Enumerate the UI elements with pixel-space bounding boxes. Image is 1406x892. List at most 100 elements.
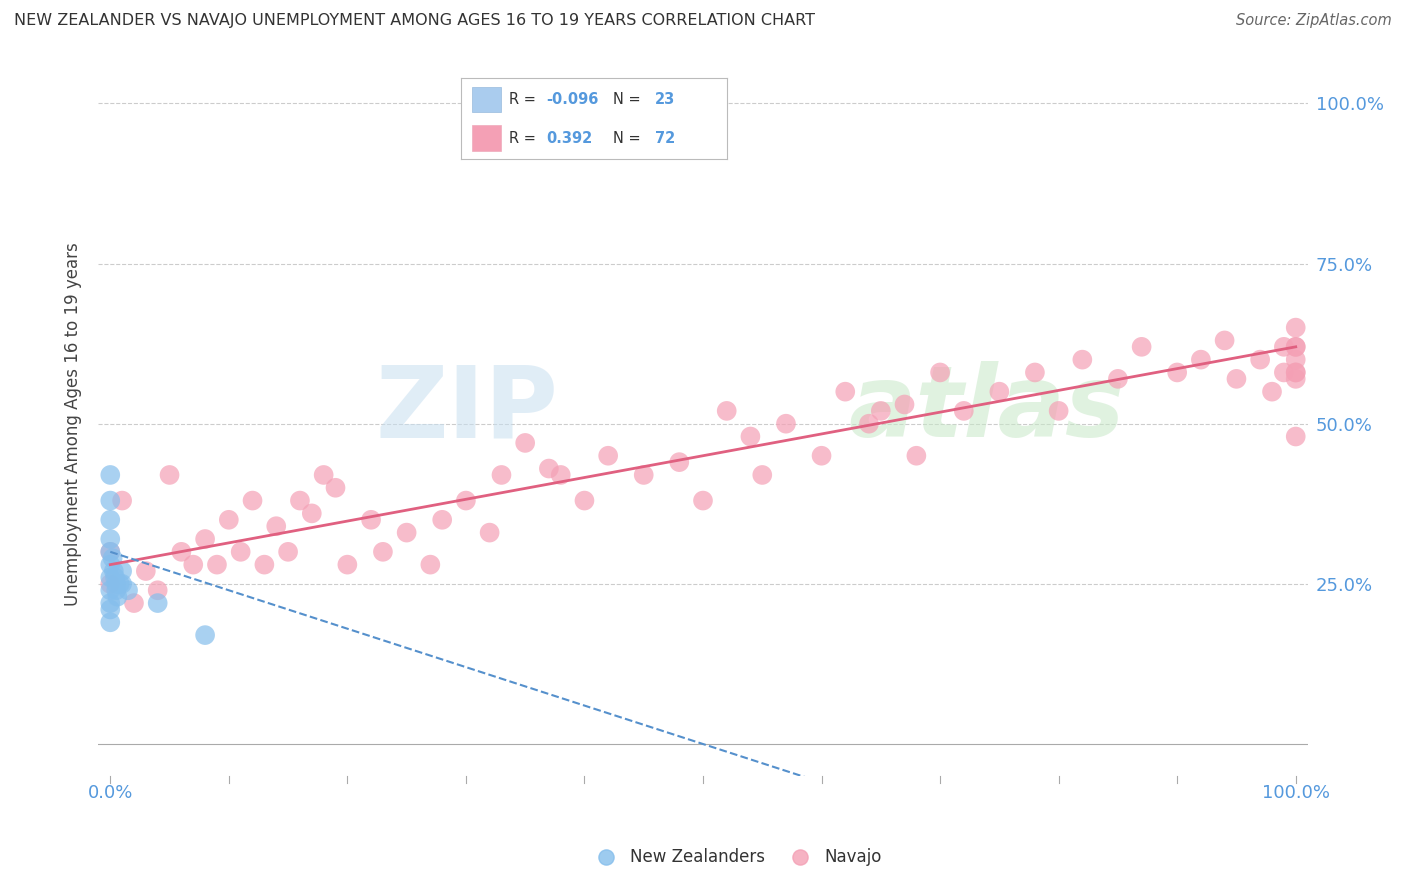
Point <box>98 602 121 616</box>
Point <box>858 417 880 431</box>
Point <box>98 615 121 630</box>
Point <box>98 545 121 559</box>
Point <box>98 545 121 559</box>
Point <box>98 493 121 508</box>
Point <box>205 558 228 572</box>
Point <box>1285 372 1308 386</box>
Point <box>905 449 928 463</box>
Point <box>432 513 454 527</box>
Point <box>1071 352 1094 367</box>
Point <box>312 467 335 482</box>
Point <box>1285 320 1308 334</box>
Point <box>104 570 127 584</box>
Point <box>550 467 572 482</box>
Point <box>952 404 974 418</box>
Point <box>1107 372 1129 386</box>
Point <box>834 384 856 399</box>
Point <box>194 532 217 546</box>
Point <box>692 493 714 508</box>
Point <box>253 558 276 572</box>
Point <box>98 467 121 482</box>
Point <box>371 545 394 559</box>
Point <box>325 481 347 495</box>
Point <box>105 583 128 598</box>
Point <box>1225 372 1247 386</box>
Point <box>1285 429 1308 443</box>
Point <box>988 384 1011 399</box>
Point <box>1285 352 1308 367</box>
Text: ZIP: ZIP <box>375 361 558 458</box>
Text: Source: ZipAtlas.com: Source: ZipAtlas.com <box>1236 13 1392 29</box>
Point <box>1047 404 1070 418</box>
Point <box>288 493 311 508</box>
Point <box>111 493 134 508</box>
Point <box>810 449 832 463</box>
Point <box>419 558 441 572</box>
Point <box>135 564 157 578</box>
Point <box>1166 366 1188 380</box>
Point <box>1285 340 1308 354</box>
Point <box>929 366 952 380</box>
Point <box>598 811 620 825</box>
Point <box>105 590 128 604</box>
Point <box>1130 340 1153 354</box>
Point <box>218 513 240 527</box>
Text: New Zealanders: New Zealanders <box>630 848 765 866</box>
Point <box>146 596 169 610</box>
Y-axis label: Unemployment Among Ages 16 to 19 years: Unemployment Among Ages 16 to 19 years <box>63 242 82 606</box>
Point <box>515 436 537 450</box>
Point <box>264 519 287 533</box>
Point <box>117 583 139 598</box>
Point <box>1285 366 1308 380</box>
Point <box>786 811 808 825</box>
Point <box>277 545 299 559</box>
Point <box>1261 384 1284 399</box>
Point <box>105 577 128 591</box>
Point <box>454 493 477 508</box>
Point <box>751 467 773 482</box>
Point <box>98 532 121 546</box>
Point <box>98 558 121 572</box>
Point <box>111 577 134 591</box>
Point <box>98 583 121 598</box>
Point <box>478 525 501 540</box>
Point <box>491 467 513 482</box>
Point <box>242 493 264 508</box>
Point <box>360 513 382 527</box>
Point <box>146 583 169 598</box>
Point <box>1213 334 1236 348</box>
Point <box>194 628 217 642</box>
Point <box>1189 352 1212 367</box>
Point <box>98 577 121 591</box>
Point <box>1024 366 1046 380</box>
Point <box>1249 352 1271 367</box>
Text: atlas: atlas <box>848 361 1125 458</box>
Point <box>1272 340 1295 354</box>
Point <box>103 564 125 578</box>
Point <box>122 596 145 610</box>
Point <box>181 558 204 572</box>
Point <box>893 397 915 411</box>
Point <box>1285 366 1308 380</box>
Point <box>98 570 121 584</box>
Point <box>170 545 193 559</box>
Point <box>537 461 560 475</box>
Point <box>598 449 620 463</box>
Point <box>395 525 418 540</box>
Point <box>98 513 121 527</box>
Point <box>108 577 131 591</box>
Point <box>159 467 181 482</box>
Point <box>716 404 738 418</box>
Point <box>229 545 252 559</box>
Point <box>301 507 323 521</box>
Point <box>98 596 121 610</box>
Point <box>574 493 596 508</box>
Point <box>740 429 762 443</box>
Point <box>111 564 134 578</box>
Point <box>1272 366 1295 380</box>
Point <box>1285 340 1308 354</box>
Text: Navajo: Navajo <box>824 848 882 866</box>
Point <box>633 467 655 482</box>
Point <box>869 404 891 418</box>
Point <box>668 455 690 469</box>
